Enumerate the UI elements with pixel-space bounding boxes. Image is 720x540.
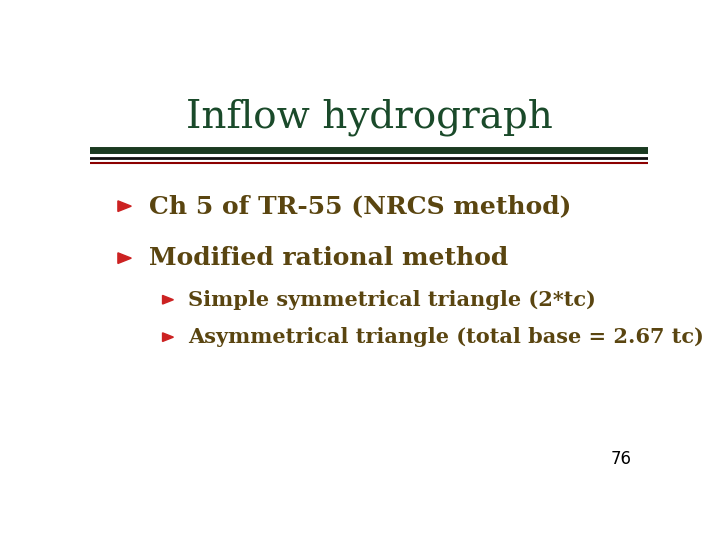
Polygon shape [163,295,174,304]
Text: 76: 76 [611,450,631,468]
Text: Modified rational method: Modified rational method [148,246,508,270]
Polygon shape [118,201,131,212]
Polygon shape [163,333,174,341]
Polygon shape [118,253,131,264]
Text: Simple symmetrical triangle (2*tc): Simple symmetrical triangle (2*tc) [188,290,595,310]
Text: Asymmetrical triangle (total base = 2.67 tc): Asymmetrical triangle (total base = 2.67… [188,327,703,347]
Text: Inflow hydrograph: Inflow hydrograph [186,98,552,136]
Text: Ch 5 of TR-55 (NRCS method): Ch 5 of TR-55 (NRCS method) [148,194,571,218]
